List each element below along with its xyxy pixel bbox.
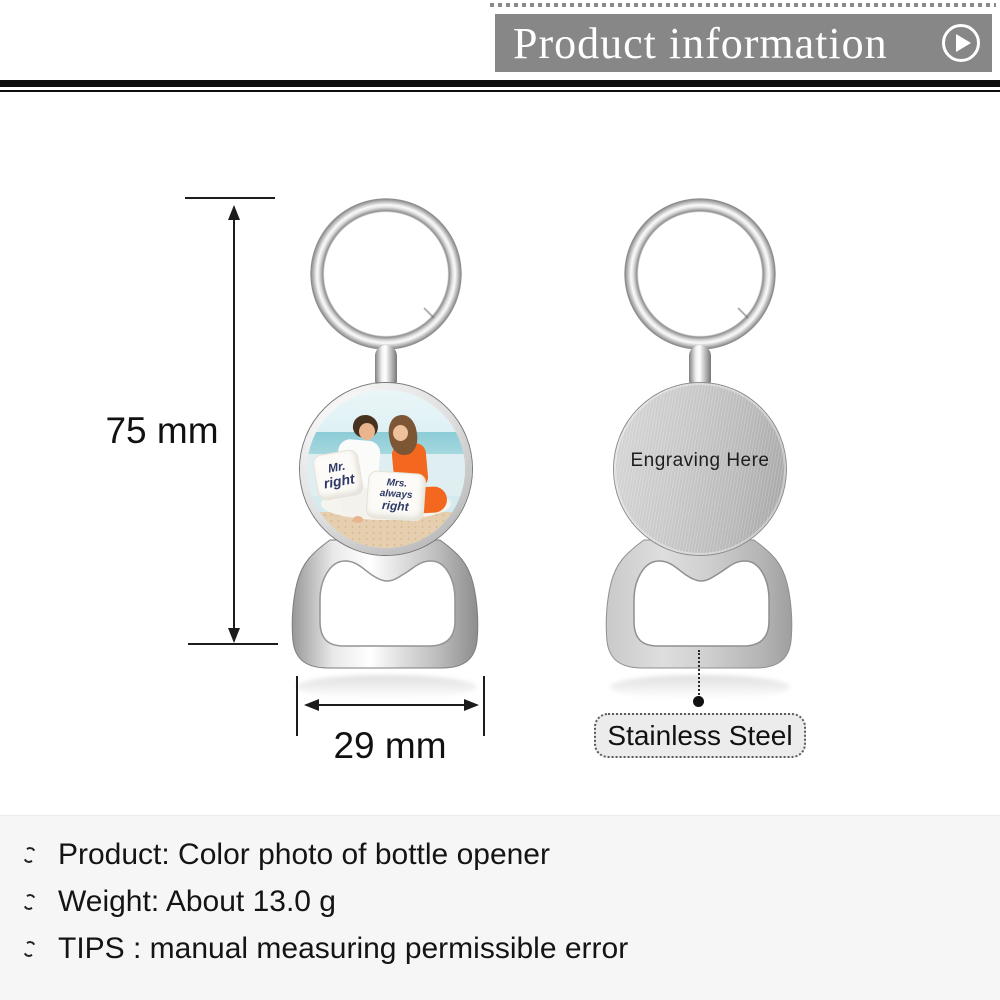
ring-connector-link bbox=[375, 345, 397, 391]
woman-face bbox=[393, 425, 408, 441]
photo-couple-beach: Mr. right Mrs. always right bbox=[307, 390, 465, 548]
engraving-placeholder-text: Engraving Here bbox=[630, 450, 770, 471]
man-foot bbox=[353, 516, 363, 523]
pillow-mrs-always-right: Mrs. always right bbox=[365, 470, 427, 522]
keychain-back-view: Engraving Here bbox=[594, 195, 804, 710]
spec-row-weight: Weight: About 13.0 g bbox=[21, 885, 336, 919]
material-pointer-dot bbox=[693, 696, 704, 707]
key-ring bbox=[310, 198, 462, 350]
man-face bbox=[359, 423, 375, 440]
opener-reflection bbox=[296, 675, 476, 699]
width-dim-right-tick bbox=[483, 676, 485, 736]
material-pointer-line bbox=[698, 650, 700, 698]
height-dim-bottom-tick bbox=[188, 643, 278, 645]
divider-thick bbox=[0, 80, 1000, 87]
bottle-opener-body bbox=[291, 539, 479, 669]
material-label: Stainless Steel bbox=[594, 713, 806, 758]
opener-reflection bbox=[610, 675, 790, 699]
triangle-right-icon bbox=[956, 34, 971, 52]
photo-sea bbox=[307, 432, 465, 454]
spec-row-tips: TIPS : manual measuring permissible erro… bbox=[21, 932, 629, 966]
specs-section: Product: Color photo of bottle opener We… bbox=[0, 815, 1000, 1000]
height-dimension-arrow bbox=[233, 207, 235, 641]
ring-connector-link bbox=[689, 345, 711, 391]
engraving-disc: Engraving Here bbox=[614, 383, 786, 555]
dotted-divider bbox=[490, 3, 996, 7]
play-circle-icon bbox=[942, 24, 980, 62]
banner: Product information bbox=[495, 14, 992, 72]
width-dimension-arrow bbox=[306, 704, 477, 706]
width-dim-left-tick bbox=[296, 676, 298, 736]
pillow-text: right bbox=[381, 498, 410, 515]
photo-disc: Mr. right Mrs. always right bbox=[300, 383, 472, 555]
spec-text-product: Product: Color photo of bottle opener bbox=[58, 838, 550, 871]
width-dimension-label: 29 mm bbox=[333, 725, 447, 766]
height-dim-top-tick bbox=[185, 197, 275, 199]
double-arc-bullet-icon bbox=[21, 892, 38, 912]
spec-row-product: Product: Color photo of bottle opener bbox=[21, 838, 550, 872]
divider-thin bbox=[0, 90, 1000, 92]
key-ring bbox=[624, 198, 776, 350]
keychain-front-view: Mr. right Mrs. always right bbox=[280, 195, 490, 710]
height-dimension-label: 75 mm bbox=[105, 410, 219, 451]
double-arc-bullet-icon bbox=[21, 939, 38, 959]
pillow-mr-right: Mr. right bbox=[311, 448, 365, 502]
spec-text-weight: Weight: About 13.0 g bbox=[58, 885, 336, 918]
bottle-opener-body bbox=[605, 539, 793, 669]
page-title: Product information bbox=[513, 18, 888, 68]
spec-text-tips: TIPS : manual measuring permissible erro… bbox=[58, 932, 629, 965]
double-arc-bullet-icon bbox=[21, 845, 38, 865]
